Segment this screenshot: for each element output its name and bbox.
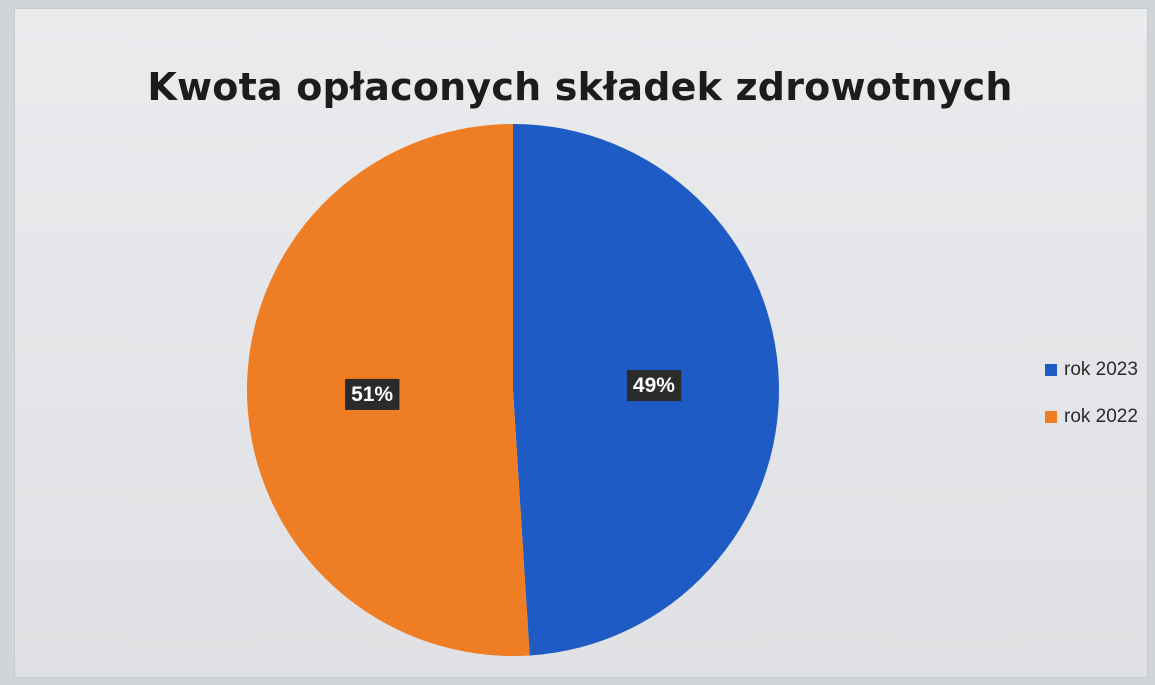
- legend-label-rok-2023: rok 2023: [1064, 359, 1138, 380]
- data-label-rok-2023: 49%: [626, 370, 682, 402]
- legend-swatch-rok-2022: [1045, 411, 1057, 423]
- data-label-text-rok-2023: 49%: [633, 374, 675, 397]
- chart-title: Kwota opłaconych składek zdrowotnych: [147, 65, 1013, 109]
- legend-item-rok-2022: rok 2022: [1045, 406, 1138, 428]
- legend-label-rok-2022: rok 2022: [1064, 406, 1138, 427]
- data-label-box-rok-2022: [345, 378, 400, 410]
- data-label-text-rok-2022: 51%: [351, 383, 393, 406]
- legend-swatch-rok-2023: [1045, 364, 1057, 376]
- data-label-box-rok-2023: [626, 370, 682, 402]
- legend-item-rok-2023: rok 2023: [1045, 359, 1138, 381]
- chart-legend: rok 2023 rok 2022: [1045, 359, 1138, 453]
- data-label-rok-2022: 51%: [345, 378, 400, 410]
